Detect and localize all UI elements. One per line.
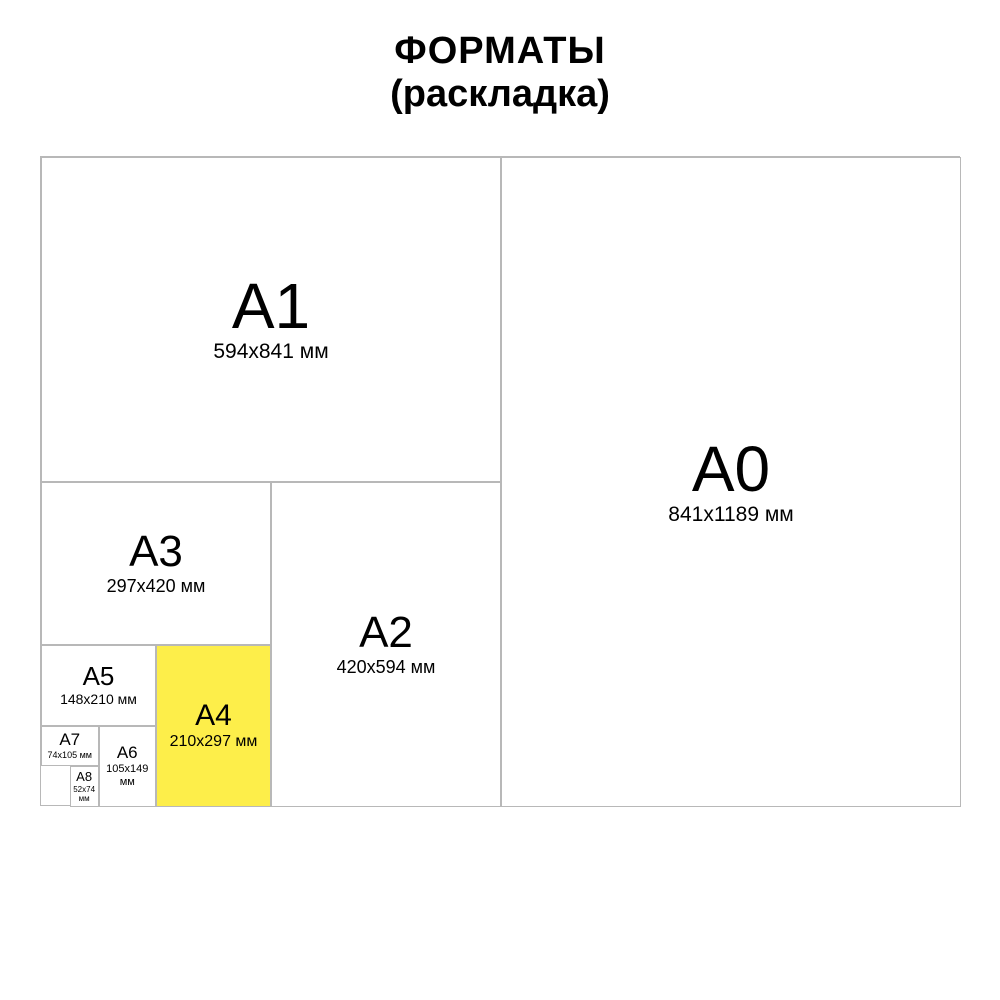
format-name-a6: A6 <box>117 744 138 761</box>
format-a0: A0841х1189 мм <box>501 157 961 807</box>
format-a8: A8 52х74 мм <box>70 766 99 807</box>
format-a6: A6 105х149 мм <box>99 726 157 807</box>
format-a1: A1594х841 мм <box>41 157 501 482</box>
format-a2: A2420х594 мм <box>271 482 501 807</box>
paper-formats-diagram: A0841х1189 ммA1594х841 ммA2420х594 ммA32… <box>40 156 960 806</box>
format-dim-a6: 105х149 мм <box>100 763 156 788</box>
format-name-a0: A0 <box>692 437 770 501</box>
format-name-a4: A4 <box>195 701 232 731</box>
format-a5: A5 148х210 мм <box>41 645 156 726</box>
format-dim-a3: 297х420 мм <box>107 576 206 597</box>
format-dim-a1: 594х841 мм <box>213 340 328 364</box>
title-line-2: (раскладка) <box>0 73 1000 116</box>
format-a7: A7 74х105 мм <box>41 726 99 767</box>
format-name-a7: A7 <box>59 731 80 748</box>
format-name-a2: A2 <box>359 611 413 655</box>
title-block: ФОРМАТЫ (раскладка) <box>0 0 1000 156</box>
format-name-a3: A3 <box>129 530 183 574</box>
format-name-a8: A8 <box>76 770 92 783</box>
format-a3: A3297х420 мм <box>41 482 271 645</box>
format-a4: A4 210х297 мм <box>156 645 271 808</box>
format-dim-a8: 52х74 мм <box>71 785 98 803</box>
format-dim-a7: 74х105 мм <box>48 750 92 760</box>
format-dim-a4: 210х297 мм <box>170 733 258 751</box>
format-dim-a0: 841х1189 мм <box>668 503 793 527</box>
format-name-a1: A1 <box>232 274 310 338</box>
title-line-1: ФОРМАТЫ <box>0 30 1000 73</box>
format-dim-a5: 148х210 мм <box>60 691 137 707</box>
format-dim-a2: 420х594 мм <box>337 657 436 678</box>
format-name-a5: A5 <box>83 663 115 689</box>
